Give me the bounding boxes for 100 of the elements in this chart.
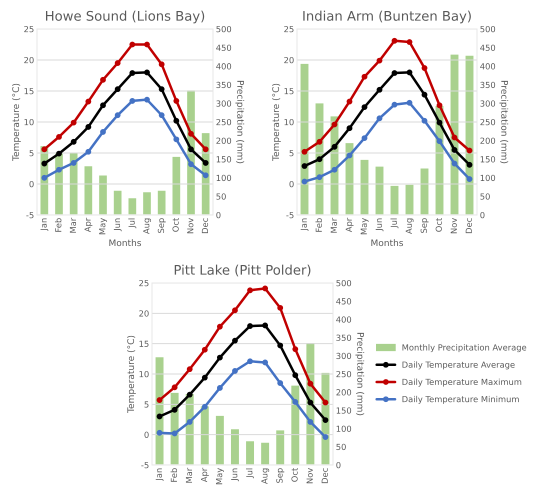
point [302,148,308,155]
x-tick-label: Jul [390,218,398,228]
point [452,160,458,166]
point [322,417,328,424]
point [362,135,368,142]
y2-tick-label: 350 [336,334,352,341]
point [262,360,268,366]
x-tick-label: Jan [156,468,164,482]
y-tick-label: 5 [144,401,148,408]
bar [68,152,79,215]
point [70,160,77,166]
point [129,70,136,76]
x-tick-label: May [99,218,108,234]
x-tick-label: Jul [128,218,136,228]
x-axis-title: Months [109,239,142,246]
y-axis-title: Temperature (°C) [272,84,281,161]
y2-tick-label: 450 [480,44,496,51]
point [262,322,268,328]
y2-tick-label: 400 [336,316,352,323]
y2-tick-label: 200 [216,138,232,144]
point [332,122,338,128]
point [186,392,193,398]
y2-axis-title: Precipitation (mm) [499,80,508,164]
bar [199,404,210,465]
y2-tick-label: 150 [480,156,496,162]
point [316,174,322,180]
point [292,398,298,405]
bar [171,156,182,215]
point [156,397,162,404]
bar [419,167,430,215]
point [129,98,136,104]
point [292,346,298,352]
bar [260,441,270,465]
x-tick-label: Dec [322,468,328,484]
x-tick-label: Dec [466,218,472,234]
point [392,102,398,108]
bar [274,428,286,465]
point [144,69,150,76]
y-tick-label: 15 [24,88,34,94]
point [202,160,209,166]
y2-tick-label: 0 [336,462,341,468]
y2-tick-label: 250 [336,370,352,378]
point [277,304,284,311]
chart-title: Indian Arm (Buntzen Bay) [303,10,471,24]
point [216,324,223,330]
bar [112,189,123,215]
x-tick-label: Feb [170,468,178,482]
y2-axis-title: Precipitation (mm) [355,332,364,416]
point [436,138,442,144]
point [406,69,412,76]
bar [389,184,400,215]
point [376,58,382,64]
x-tick-label: Sep [420,218,429,233]
point [70,120,77,126]
y2-tick-label: 100 [480,174,496,182]
point [307,419,314,425]
y-tick-label: 20 [139,310,149,317]
point [173,98,180,104]
point [422,65,428,71]
y2-tick-label: 150 [216,156,232,162]
bar [374,165,385,215]
y-tick-label: 10 [284,118,294,126]
bar [359,158,370,215]
legend-label: Daily Temperature Maximum [402,378,522,387]
point [202,404,208,410]
point [247,323,253,329]
y-tick-label: -5 [286,212,294,218]
point [362,104,368,110]
point [172,430,178,436]
point [100,102,106,108]
point [188,161,194,168]
bar [244,440,256,465]
y-tick-label: 5 [30,150,34,156]
y-tick-label: 10 [24,118,34,126]
point [376,115,382,122]
x-tick-label: Jun [231,468,239,482]
x-tick-label: Feb [315,218,322,232]
y-tick-label: -5 [141,462,148,468]
y2-tick-label: 350 [216,82,232,88]
point [247,287,253,294]
point [466,176,472,182]
bar [154,356,165,465]
x-tick-label: Jun [376,218,384,232]
point [232,307,238,314]
point [392,70,398,76]
chart-title: Pitt Lake (Pitt Polder) [174,264,310,276]
y-tick-label: 0 [289,180,294,188]
x-tick-label: Nov [450,218,457,234]
point [346,98,352,104]
y2-tick-label: 100 [216,174,232,182]
point [332,166,338,173]
x-tick-label: Jul [246,468,254,478]
y2-tick-label: 450 [216,44,232,51]
y2-tick-label: 100 [336,426,352,432]
point [307,400,314,406]
y2-tick-label: 300 [216,100,232,107]
point [41,160,48,166]
y2-tick-label: 50 [480,193,490,200]
x-tick-label: Jun [114,218,122,232]
point [56,134,62,140]
